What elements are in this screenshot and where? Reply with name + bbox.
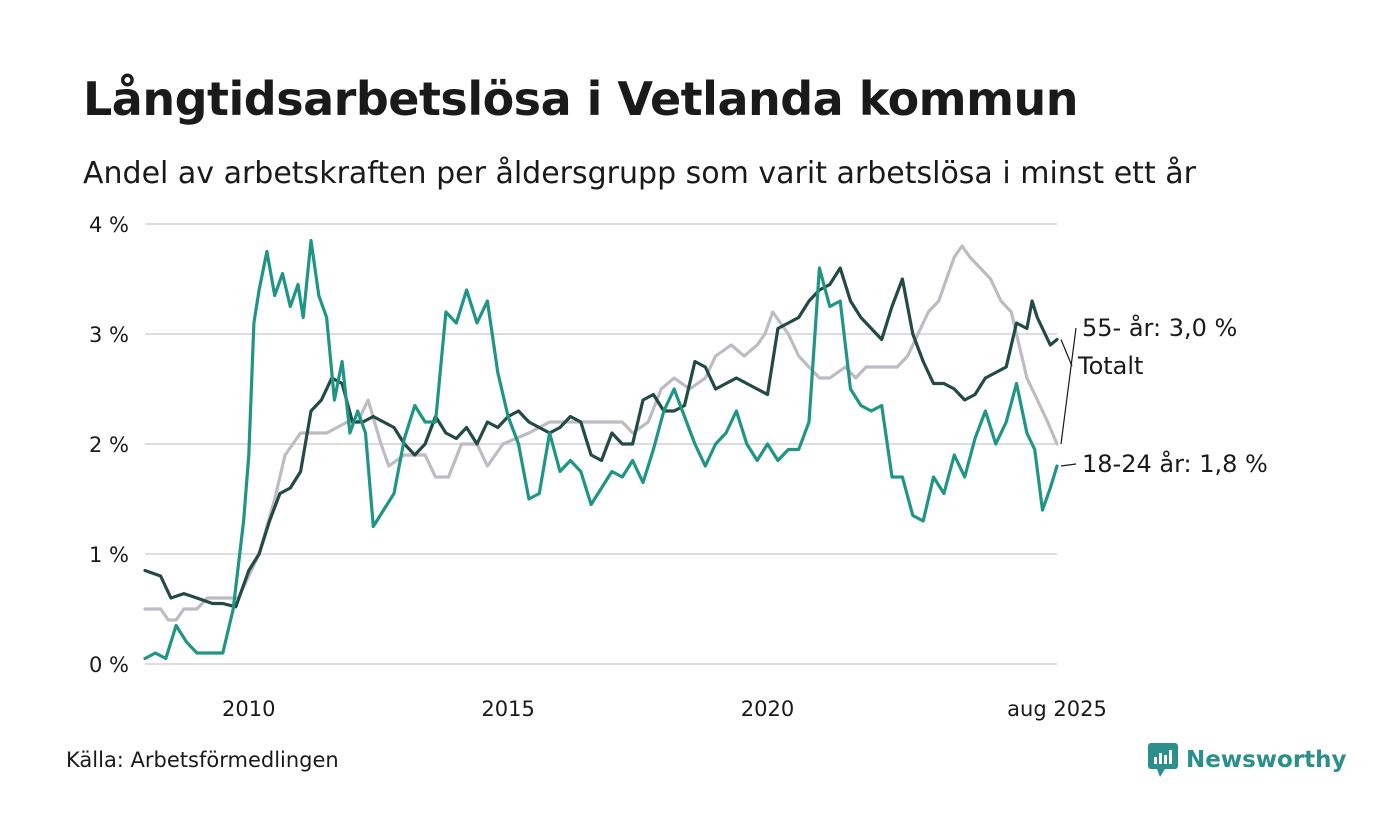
end-label-leader [1060, 339, 1073, 367]
series-line [143, 266, 1059, 609]
series-line [143, 244, 1059, 622]
brand-logo: Newsworthy [1148, 743, 1347, 777]
source-note: Källa: Arbetsförmedlingen [66, 748, 339, 772]
end-label: Totalt [1077, 352, 1143, 380]
y-tick-label: 2 % [89, 433, 129, 457]
y-tick-label: 0 % [89, 653, 129, 677]
gridlines [145, 223, 1057, 665]
end-label: 55- år: 3,0 % [1082, 313, 1237, 342]
series-line [143, 238, 1059, 661]
y-tick-label: 4 % [89, 213, 129, 237]
newsworthy-logo-icon [1148, 743, 1178, 777]
end-label: 18-24 år: 1,8 % [1082, 449, 1268, 478]
chart-title: Långtidsarbetslösa i Vetlanda kommun [83, 72, 1079, 126]
end-labels: 55- år: 3,0 % Totalt 18-24 år: 1,8 % [1060, 313, 1268, 478]
x-tick-label: aug 2025 [1007, 697, 1107, 721]
y-tick-label: 1 % [89, 543, 129, 567]
y-tick-label: 3 % [89, 323, 129, 347]
y-axis-ticks: 0 % 1 % 2 % 3 % 4 % [89, 213, 129, 677]
x-axis-ticks: 2010 2015 2020 aug 2025 [222, 697, 1107, 721]
series-lines [143, 238, 1059, 661]
x-tick-label: 2010 [222, 697, 275, 721]
end-label-leader [1060, 463, 1077, 467]
chart-subtitle: Andel av arbetskraften per åldersgrupp s… [83, 156, 1196, 191]
x-tick-label: 2015 [481, 697, 534, 721]
end-label-leader [1060, 327, 1077, 445]
x-tick-label: 2020 [741, 697, 794, 721]
brand-name: Newsworthy [1186, 747, 1347, 773]
